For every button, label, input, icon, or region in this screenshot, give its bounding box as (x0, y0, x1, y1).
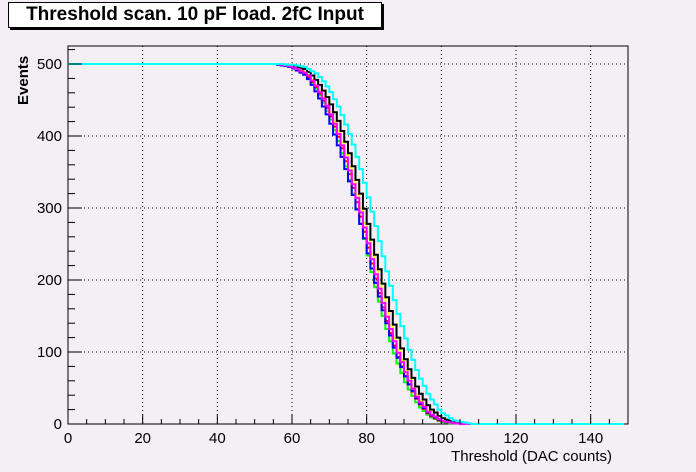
x-tick-label: 100 (429, 430, 454, 447)
x-tick-label: 20 (134, 430, 151, 447)
x-tick-label: 40 (209, 430, 226, 447)
y-tick-label: 200 (37, 272, 62, 289)
x-tick-label: 60 (284, 430, 301, 447)
chart-title: Threshold scan. 10 pF load. 2fC Input (8, 2, 382, 28)
y-axis-label: Events (15, 56, 32, 105)
x-axis-label: Threshold (DAC counts) (451, 448, 612, 465)
x-tick-label: 80 (358, 430, 375, 447)
axis-ticks (67, 49, 629, 425)
x-tick-label: 140 (578, 430, 603, 447)
y-tick-label: 0 (54, 416, 62, 433)
y-tick-label: 300 (37, 200, 62, 217)
series-line-7 (68, 63, 625, 425)
grid-lines (68, 46, 628, 424)
y-tick-label: 400 (37, 128, 62, 145)
chart-title-text: Threshold scan. 10 pF load. 2fC Input (26, 4, 364, 25)
plot-area (67, 45, 629, 425)
y-tick-label: 100 (37, 344, 62, 361)
x-tick-label: 0 (64, 430, 72, 447)
x-tick-label: 120 (503, 430, 528, 447)
y-tick-label: 500 (37, 56, 62, 73)
tick-labels: 0 20 40 60 80 100 120 140 0 100 200 300 400 500 (37, 56, 603, 447)
series-group (68, 63, 625, 425)
